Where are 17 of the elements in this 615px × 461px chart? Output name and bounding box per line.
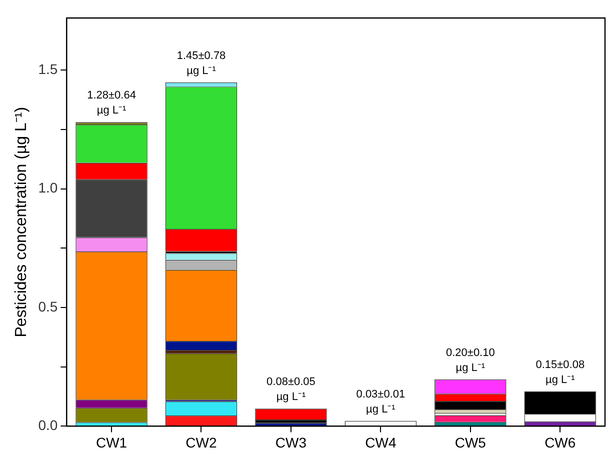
x-tick-label: CW3 bbox=[275, 434, 307, 450]
y-tick-label: 1.0 bbox=[38, 180, 58, 196]
x-tick-label: CW4 bbox=[365, 434, 396, 450]
total-label: 0.15±0.08 µg L⁻¹ bbox=[536, 358, 585, 386]
x-tick-label: CW5 bbox=[454, 434, 486, 450]
total-label: 0.03±0.01 µg L⁻¹ bbox=[356, 388, 406, 416]
x-tick-label: CW2 bbox=[186, 434, 218, 450]
y-tick-label: 1.5 bbox=[38, 61, 58, 78]
total-label: 0.20±0.10 µg L⁻¹ bbox=[446, 346, 495, 374]
total-label: 0.08±0.05 µg L⁻¹ bbox=[266, 376, 316, 404]
x-tick-label: CW1 bbox=[96, 434, 128, 450]
total-label: 1.45±0.78 µg L⁻¹ bbox=[176, 50, 226, 77]
x-tick-label: CW6 bbox=[544, 434, 576, 450]
y-tick-label: 0.0 bbox=[38, 417, 58, 434]
y-tick-label: 0.5 bbox=[38, 298, 58, 314]
total-label: 1.28±0.64 µg L⁻¹ bbox=[87, 90, 136, 117]
y-axis-title: Pesticides concentration (µg L⁻¹) bbox=[13, 106, 30, 338]
